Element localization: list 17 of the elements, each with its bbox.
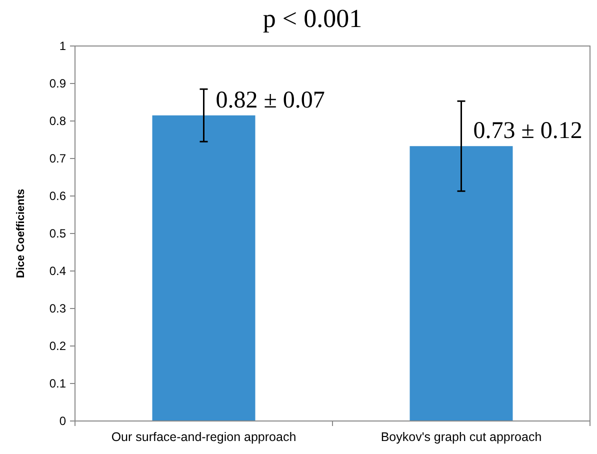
y-tick-label: 0.8 [49, 114, 66, 128]
data-label: 0.82 ± 0.07 [216, 87, 325, 114]
chart-title: p < 0.001 [262, 4, 362, 33]
y-tick-label: 0.9 [49, 76, 66, 90]
y-axis-title: Dice Coefficients [15, 188, 27, 278]
y-tick-label: 0.6 [49, 189, 66, 203]
y-tick-label: 0.5 [49, 226, 66, 240]
data-label: 0.73 ± 0.12 [473, 118, 582, 144]
y-tick-label: 0.4 [49, 264, 66, 278]
x-tick-label: Our surface-and-region approach [111, 430, 296, 444]
y-tick-label: 0.3 [49, 302, 66, 316]
y-tick-label: 1 [59, 39, 66, 53]
x-tick-label: Boykov's graph cut approach [380, 430, 542, 444]
y-tick-label: 0.7 [49, 152, 66, 166]
y-tick-label: 0.1 [49, 376, 66, 390]
y-tick-label: 0.2 [49, 339, 66, 353]
y-tick-label: 0 [59, 414, 66, 428]
